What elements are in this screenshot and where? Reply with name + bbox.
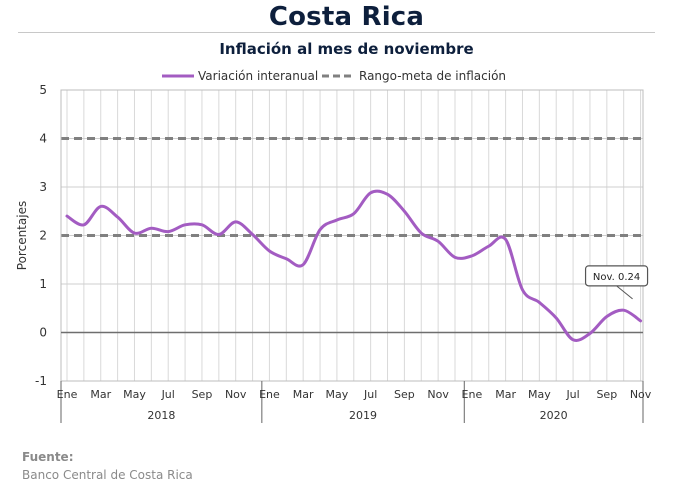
year-label: 2018: [147, 409, 175, 422]
y-tick-label: -1: [35, 374, 47, 388]
inflation-line-chart: Variación interanual Rango-meta de inflac…: [15, 69, 652, 423]
x-tick-label: Mar: [495, 388, 516, 401]
chart-subtitle: Inflación al mes de noviembre: [219, 40, 474, 58]
year-label: 2020: [540, 409, 568, 422]
annotation-leader: [616, 285, 633, 300]
x-tick-label: Mar: [293, 388, 314, 401]
y-tick-label: 5: [39, 83, 47, 97]
x-tick-label: May: [123, 388, 146, 401]
source-text: Banco Central de Costa Rica: [22, 468, 193, 482]
x-axis-tick-labels: Ene Mar May Jul Sep Nov Ene Mar May Jul Sep Nov Ene M…: [57, 388, 652, 422]
chart-axes: [60, 89, 644, 423]
x-tick-label: Sep: [596, 388, 617, 401]
y-axis-tick-labels: -1 0 1 2 3 4 5 Porcentajes: [15, 83, 47, 388]
source-label: Fuente:: [22, 450, 74, 464]
x-tick-label: Jul: [363, 388, 377, 401]
x-tick-label: Sep: [192, 388, 213, 401]
x-tick-label: Nov: [225, 388, 247, 401]
chart-legend: Variación interanual Rango-meta de inflac…: [162, 69, 506, 83]
chart-annotation: Nov. 0.24: [584, 265, 649, 300]
legend-label-rango-meta: Rango-meta de inflación: [359, 69, 506, 83]
x-tick-label: May: [528, 388, 551, 401]
y-axis-label: Porcentajes: [15, 201, 29, 270]
y-tick-label: 1: [39, 277, 47, 291]
x-tick-label: Ene: [259, 388, 280, 401]
y-tick-label: 4: [39, 132, 47, 146]
x-tick-label: Ene: [57, 388, 78, 401]
annotation-label: Nov. 0.24: [593, 272, 640, 283]
y-tick-label: 3: [39, 180, 47, 194]
x-tick-label: May: [326, 388, 349, 401]
plot-border: [60, 89, 644, 382]
legend-label-variacion-interanual: Variación interanual: [198, 69, 318, 83]
title-divider: [18, 32, 655, 33]
chart-series: [65, 189, 643, 342]
y-tick-label: 0: [39, 326, 47, 340]
x-tick-label: Nov: [427, 388, 449, 401]
x-tick-label: Sep: [394, 388, 415, 401]
x-tick-label: Jul: [161, 388, 175, 401]
page-title: Costa Rica: [268, 2, 425, 32]
x-tick-label: Ene: [462, 388, 483, 401]
series-line-variacion-interanual: [65, 189, 643, 342]
y-tick-label: 2: [39, 229, 47, 243]
x-tick-label: Jul: [565, 388, 579, 401]
annotation-box: [584, 265, 649, 287]
x-tick-label: Mar: [90, 388, 111, 401]
x-tick-label: Nov: [630, 388, 652, 401]
year-label: 2019: [349, 409, 377, 422]
target-range-lines: [61, 137, 643, 237]
